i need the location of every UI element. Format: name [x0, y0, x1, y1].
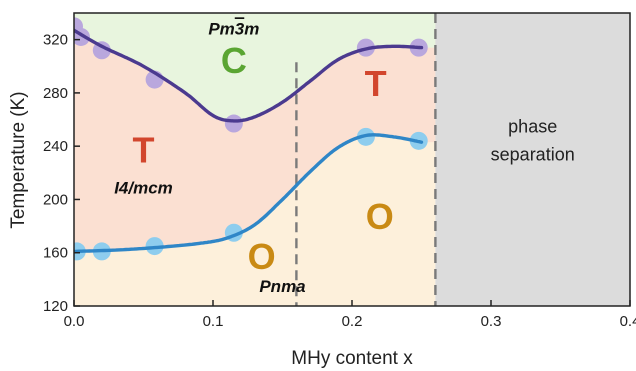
x-tick-label: 0.1 — [203, 313, 224, 330]
phase-labels: C T T O O I4/mcm Pnma Pm3m phase separation — [114, 20, 575, 296]
y-tick-label: 200 — [43, 191, 68, 208]
space-group-label: Pnma — [259, 277, 305, 296]
phase-letter-label: C — [221, 40, 247, 81]
y-tick-label: 160 — [43, 245, 68, 262]
x-tick-label: 0.3 — [481, 313, 502, 330]
cubic-region — [74, 13, 436, 121]
phase-region-backgrounds — [74, 13, 630, 306]
space-group-label: I4/mcm — [114, 178, 173, 197]
phase-separation-label: separation — [491, 144, 575, 164]
y-tick-label: 320 — [43, 32, 68, 49]
x-tick-label: 0.2 — [342, 313, 363, 330]
transition-series — [74, 17, 428, 261]
phase-letter-label: T — [133, 129, 155, 170]
y-tick-label: 280 — [43, 85, 68, 102]
transition-curve — [74, 133, 424, 254]
transition-curve — [74, 28, 424, 123]
data-point — [224, 114, 243, 133]
y-tick-label: 120 — [43, 298, 68, 315]
phase-letter-label: O — [366, 196, 394, 237]
phase-letter-label: T — [365, 63, 387, 104]
phase-separation-region — [435, 13, 630, 306]
phase-letter-label: O — [248, 236, 276, 277]
x-tick-label: 0.0 — [64, 313, 85, 330]
cubic-space-group-label: Pm3m — [208, 20, 259, 39]
phase-separation-label: phase — [508, 116, 557, 136]
x-tick-label: 0.4 — [620, 313, 636, 330]
y-axis-title: Temperature (K) — [8, 91, 29, 228]
x-axis-title: MHy content x — [291, 348, 413, 369]
axes: 0.0 0.1 0.2 0.3 0.4 120 160 200 240 280 320 — [43, 32, 636, 330]
y-tick-label: 240 — [43, 138, 68, 155]
